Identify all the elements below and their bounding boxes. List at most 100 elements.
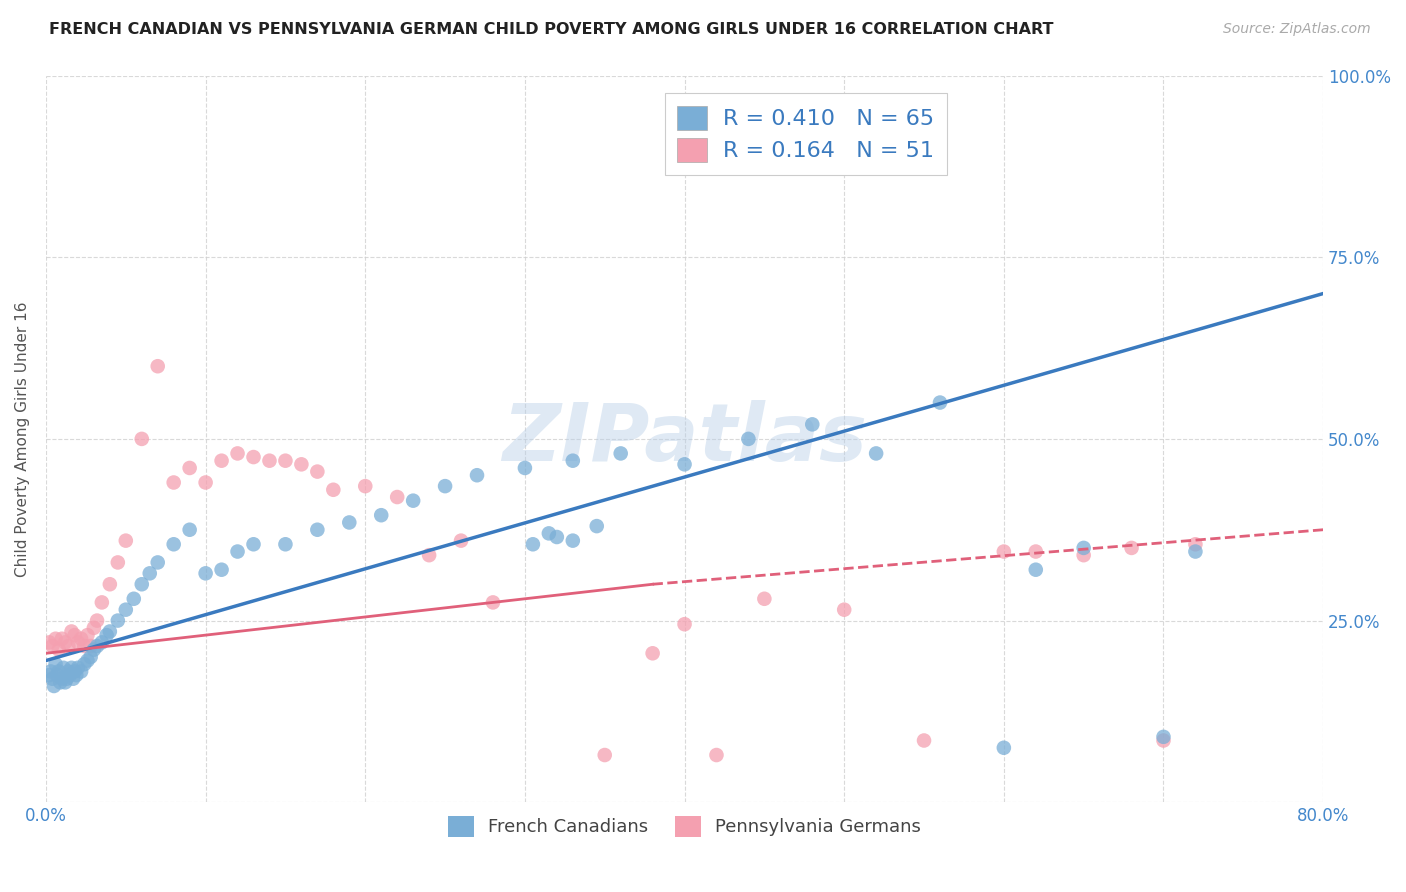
- Point: [107, 556, 129, 570]
- Point: [62, 672, 84, 686]
- Point: [45, 657, 67, 672]
- Point: [673, 458, 696, 472]
- Point: [60, 624, 83, 639]
- Point: [146, 359, 169, 374]
- Point: [46, 668, 69, 682]
- Point: [385, 490, 408, 504]
- Point: [211, 563, 233, 577]
- Point: [274, 453, 297, 467]
- Point: [1073, 541, 1095, 555]
- Point: [434, 479, 457, 493]
- Point: [179, 523, 201, 537]
- Point: [73, 639, 96, 653]
- Point: [354, 479, 377, 493]
- Point: [322, 483, 344, 497]
- Point: [131, 432, 153, 446]
- Point: [307, 523, 329, 537]
- Text: FRENCH CANADIAN VS PENNSYLVANIA GERMAN CHILD POVERTY AMONG GIRLS UNDER 16 CORREL: FRENCH CANADIAN VS PENNSYLVANIA GERMAN C…: [49, 22, 1053, 37]
- Point: [993, 544, 1015, 558]
- Point: [48, 642, 70, 657]
- Point: [337, 516, 360, 530]
- Point: [83, 621, 105, 635]
- Point: [163, 537, 186, 551]
- Point: [561, 453, 583, 467]
- Point: [58, 639, 80, 653]
- Point: [242, 450, 264, 464]
- Point: [609, 446, 631, 460]
- Point: [179, 461, 201, 475]
- Point: [51, 672, 73, 686]
- Point: [801, 417, 824, 432]
- Point: [59, 668, 82, 682]
- Point: [1073, 548, 1095, 562]
- Point: [482, 595, 505, 609]
- Point: [98, 577, 121, 591]
- Point: [561, 533, 583, 548]
- Point: [226, 544, 249, 558]
- Point: [242, 537, 264, 551]
- Point: [832, 602, 855, 616]
- Point: [226, 446, 249, 460]
- Point: [86, 639, 108, 653]
- Point: [76, 654, 98, 668]
- Point: [90, 595, 112, 609]
- Point: [450, 533, 472, 548]
- Point: [537, 526, 560, 541]
- Point: [865, 446, 887, 460]
- Point: [63, 665, 86, 679]
- Point: [73, 657, 96, 672]
- Point: [1121, 541, 1143, 555]
- Point: [706, 747, 728, 762]
- Point: [66, 661, 89, 675]
- Point: [53, 635, 76, 649]
- Point: [912, 733, 935, 747]
- Point: [96, 628, 118, 642]
- Point: [90, 635, 112, 649]
- Point: [139, 566, 162, 581]
- Point: [63, 628, 86, 642]
- Point: [45, 632, 67, 646]
- Point: [513, 461, 536, 475]
- Point: [1184, 537, 1206, 551]
- Point: [51, 632, 73, 646]
- Point: [70, 665, 93, 679]
- Point: [211, 453, 233, 467]
- Point: [83, 642, 105, 657]
- Point: [122, 591, 145, 606]
- Point: [194, 475, 217, 490]
- Point: [38, 668, 60, 682]
- Point: [49, 675, 72, 690]
- Point: [86, 614, 108, 628]
- Point: [107, 614, 129, 628]
- Point: [370, 508, 392, 523]
- Point: [114, 602, 136, 616]
- Text: Source: ZipAtlas.com: Source: ZipAtlas.com: [1223, 22, 1371, 37]
- Point: [585, 519, 607, 533]
- Point: [55, 672, 77, 686]
- Point: [39, 665, 62, 679]
- Point: [98, 624, 121, 639]
- Point: [673, 617, 696, 632]
- Point: [65, 668, 87, 682]
- Point: [41, 672, 63, 686]
- Point: [53, 675, 76, 690]
- Point: [48, 665, 70, 679]
- Point: [259, 453, 281, 467]
- Text: ZIPatlas: ZIPatlas: [502, 400, 868, 478]
- Point: [38, 635, 60, 649]
- Point: [60, 661, 83, 675]
- Point: [1153, 730, 1175, 744]
- Point: [274, 537, 297, 551]
- Point: [131, 577, 153, 591]
- Point: [79, 649, 101, 664]
- Point: [418, 548, 440, 562]
- Point: [402, 493, 425, 508]
- Point: [70, 632, 93, 646]
- Point: [42, 679, 65, 693]
- Point: [1153, 733, 1175, 747]
- Point: [194, 566, 217, 581]
- Point: [146, 556, 169, 570]
- Point: [546, 530, 568, 544]
- Point: [66, 635, 89, 649]
- Point: [1025, 544, 1047, 558]
